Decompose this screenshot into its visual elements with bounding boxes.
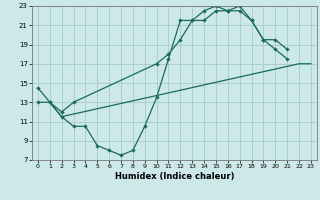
X-axis label: Humidex (Indice chaleur): Humidex (Indice chaleur) [115, 172, 234, 181]
